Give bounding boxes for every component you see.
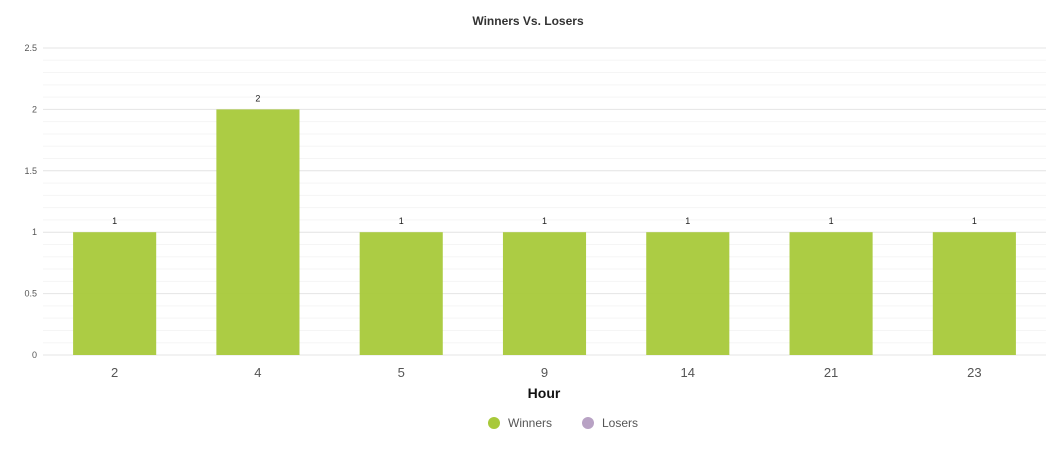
x-tick-label: 5 [398,365,405,380]
grid [43,47,1046,356]
chart-title: Winners Vs. Losers [472,14,584,28]
legend-marker-icon [488,417,500,429]
bar-winners[interactable] [646,232,730,355]
x-tick-label: 9 [541,365,548,380]
legend-item-winners[interactable]: Winners [488,416,552,430]
bar-winners[interactable] [789,232,873,355]
x-tick-label: 21 [824,365,838,380]
x-tick-label: 2 [111,365,118,380]
y-tick-label: 0 [32,350,37,360]
x-tick-label: 14 [681,365,695,380]
y-tick-label: 2 [32,104,37,114]
bar-winners[interactable] [932,232,1016,355]
data-label: 1 [972,216,977,226]
data-labels: 1 2 1 1 1 1 1 [112,93,977,226]
y-tick-label: 1 [32,227,37,237]
y-tick-label: 2.5 [24,43,37,53]
data-label: 1 [829,216,834,226]
y-tick-label: 1.5 [24,166,37,176]
y-tick-label: 0.5 [24,289,37,299]
legend-marker-icon [582,417,594,429]
legend-label: Winners [508,416,552,430]
data-label: 1 [542,216,547,226]
data-label: 2 [255,93,260,103]
legend-item-losers[interactable]: Losers [582,416,638,430]
legend: Winners Losers [488,416,638,430]
bar-winners[interactable] [502,232,587,355]
data-label: 1 [685,216,690,226]
legend-label: Losers [602,416,638,430]
bar-winners[interactable] [359,232,443,355]
x-tick-label: 4 [254,365,261,380]
data-label: 1 [399,216,404,226]
bars [73,109,1016,356]
x-tick-label: 23 [967,365,981,380]
y-axis: 0 0.5 1 1.5 2 2.5 [24,43,37,360]
bar-winners[interactable] [216,109,300,356]
x-axis: 2 4 5 9 14 21 23 [111,365,982,380]
bar-winners[interactable] [73,232,157,355]
data-label: 1 [112,216,117,226]
x-axis-title: Hour [528,385,561,401]
